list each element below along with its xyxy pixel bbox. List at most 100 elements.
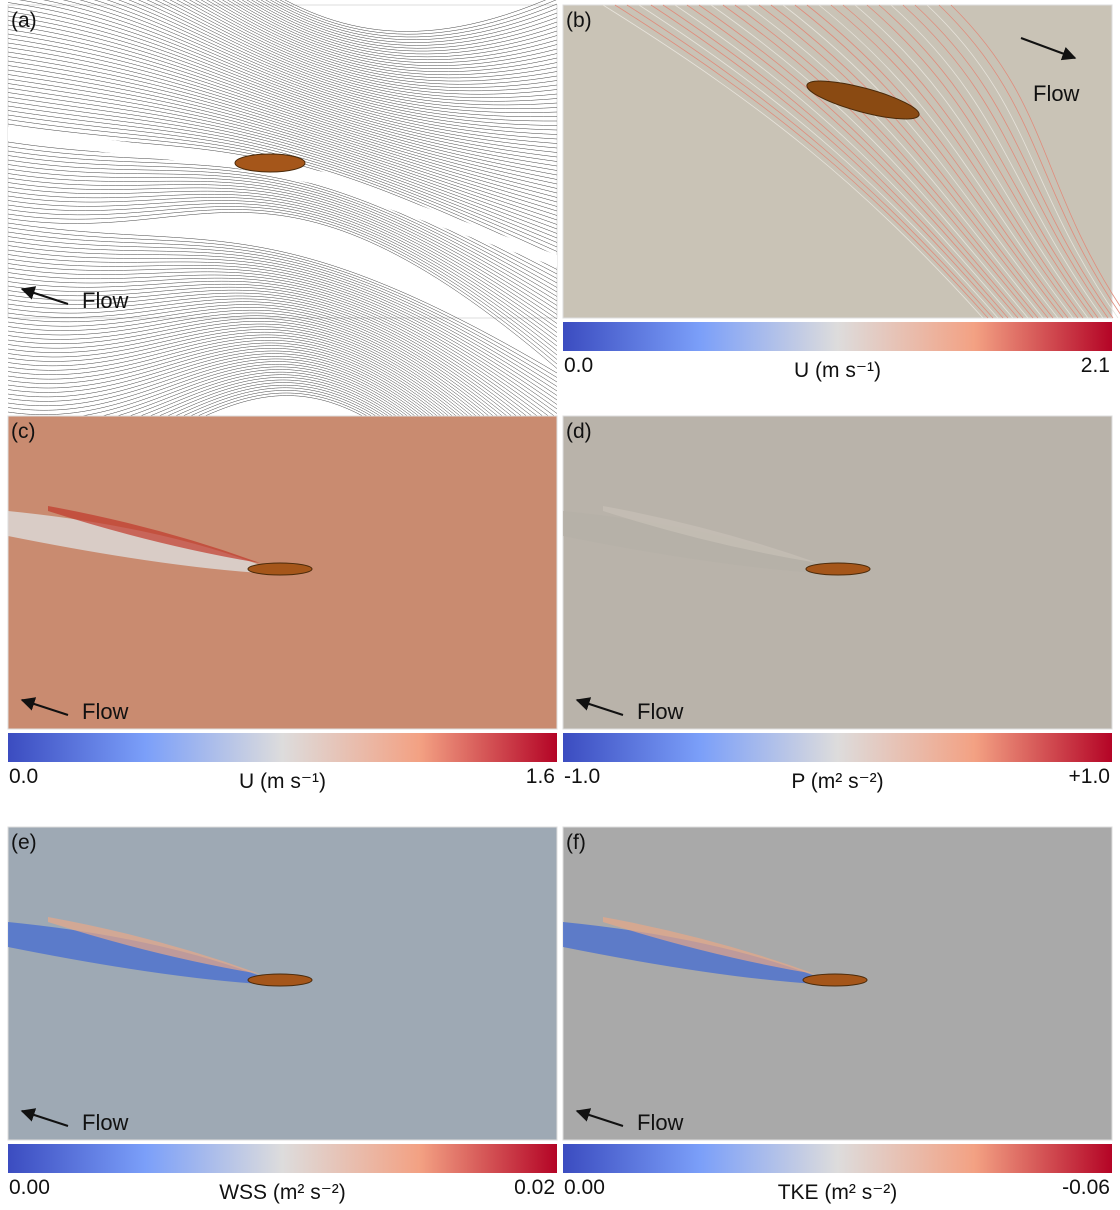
panel-label: (d): [566, 420, 592, 443]
streamline: [246, 0, 558, 55]
streamline: [7, 231, 558, 383]
streamline: [162, 0, 558, 102]
colorbar-min: 0.0: [564, 354, 593, 377]
streamline: [256, 0, 558, 49]
streamline: [7, 65, 558, 216]
streamline: [106, 0, 558, 126]
colorbar: [563, 322, 1112, 351]
panel: (d) Flow -1.0 P (m² s⁻²) +1.0: [562, 415, 1113, 793]
streamline: [211, 0, 558, 76]
streamline: [782, 4, 1059, 319]
wake: [48, 506, 260, 563]
streamline: [7, 96, 558, 248]
flow-arrow: [20, 697, 69, 716]
streamline: [7, 272, 558, 423]
streamline: [902, 4, 1109, 319]
streamline: [7, 78, 558, 230]
streamline: [7, 321, 558, 495]
streamline: [195, 0, 558, 85]
streamline: [938, 4, 1120, 315]
panel: (f) Flow 0.00 TKE (m² s⁻²) -0.06: [562, 826, 1113, 1204]
streamline: [7, 249, 558, 401]
streamline: [128, 0, 558, 117]
streamline: [794, 4, 1064, 319]
wake: [8, 922, 260, 984]
streamline: [7, 155, 558, 306]
streamline: [7, 2, 558, 153]
streamline: [602, 4, 984, 319]
streamline: [154, 0, 558, 106]
flow-label: Flow: [82, 699, 129, 724]
streamline: [7, 295, 558, 455]
streamline: [200, 0, 558, 82]
streamline: [169, 0, 558, 98]
streamline: [7, 323, 558, 500]
flow-label: Flow: [637, 699, 684, 724]
panel-label: (b): [566, 9, 592, 32]
streamline: [7, 304, 558, 468]
panel-label: (e): [11, 831, 37, 854]
wake: [8, 511, 260, 573]
colorbar-min: -1.0: [564, 765, 600, 788]
streamline: [7, 292, 558, 450]
colorbar: [563, 733, 1112, 762]
streamline: [7, 168, 558, 320]
streamline: [270, 0, 558, 40]
boat: [802, 973, 868, 987]
streamline: [7, 236, 558, 387]
boat: [234, 153, 306, 173]
streamline: [7, 33, 558, 185]
colorbar-max: 1.6: [526, 765, 555, 788]
streamline: [7, 20, 558, 171]
streamline: [146, 0, 558, 109]
boat: [247, 973, 313, 987]
streamline: [710, 4, 1029, 319]
streamline: [7, 312, 558, 482]
colorbar-title: U (m s⁻¹): [239, 770, 326, 793]
colorbar: [8, 1144, 557, 1173]
wake-gap: [8, 127, 557, 267]
streamline: [7, 286, 558, 441]
streamline: [758, 4, 1049, 319]
colorbar-max: -0.06: [1062, 1176, 1110, 1199]
streamline: [878, 4, 1099, 319]
boat: [247, 562, 313, 576]
streamline: [7, 164, 558, 315]
streamline: [698, 4, 1024, 319]
panel: (e) Flow 0.00 WSS (m² s⁻²) 0.02: [7, 826, 558, 1204]
streamline: [770, 4, 1054, 319]
streamline: [7, 105, 558, 257]
streamline: [7, 24, 558, 176]
streamline: [662, 4, 1009, 319]
streamline: [7, 110, 558, 261]
streamline: [265, 0, 558, 43]
streamline: [241, 0, 558, 58]
streamline: [251, 0, 558, 52]
flow-arrow: [575, 1108, 624, 1127]
streamline: [614, 4, 989, 319]
streamline: [222, 0, 558, 69]
streamline: [260, 0, 558, 46]
streamline: [7, 101, 558, 252]
streamline: [7, 227, 558, 378]
streamline: [830, 4, 1079, 319]
streamline: [854, 4, 1089, 319]
flow-label: Flow: [1033, 81, 1080, 106]
streamline: [274, 0, 558, 38]
streamline: [7, 191, 558, 342]
streamline: [650, 4, 1004, 319]
streamline: [236, 0, 558, 60]
wake: [603, 917, 815, 974]
streamline: [7, 309, 558, 477]
streamline: [734, 4, 1039, 319]
streamline: [674, 4, 1014, 319]
streamline: [950, 4, 1120, 307]
flow-arrow: [575, 697, 624, 716]
streamline: [227, 0, 558, 66]
panel: (b) Flow 0.0 U (m s⁻¹) 2.1: [562, 4, 1120, 382]
streamline: [7, 254, 558, 405]
streamline: [7, 92, 558, 243]
streamline: [94, 0, 558, 131]
streamline: [7, 263, 558, 414]
colorbar-min: 0.00: [564, 1176, 605, 1199]
